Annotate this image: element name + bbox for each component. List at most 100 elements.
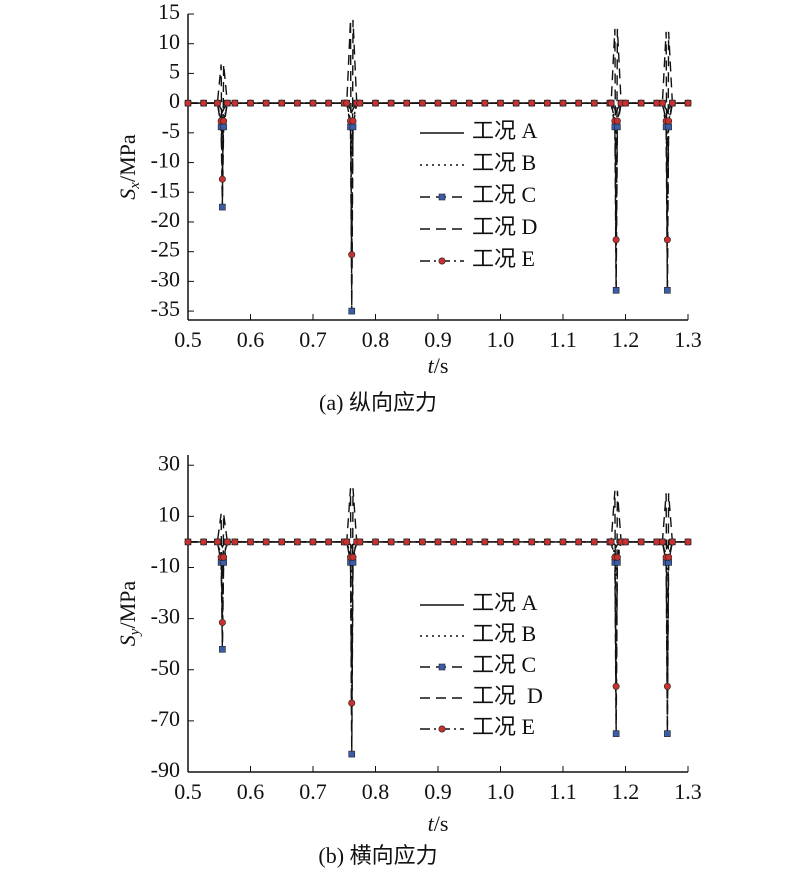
marker	[325, 99, 333, 107]
legend-marker	[438, 725, 446, 733]
x-axis-label: t/s	[428, 811, 449, 836]
marker	[356, 538, 364, 546]
series-line	[188, 541, 688, 755]
x-tick-label: 1.2	[612, 327, 640, 352]
x-label-unit: /s	[434, 811, 449, 836]
x-tick-label: 1.0	[487, 779, 515, 804]
marker	[607, 99, 615, 107]
legend-label: 工况 E	[472, 246, 535, 271]
y-tick-label: -10	[151, 553, 180, 578]
marker	[450, 538, 458, 546]
marker	[219, 203, 226, 211]
legend-label: 工况 C	[472, 182, 536, 207]
marker	[590, 538, 598, 546]
marker	[612, 286, 620, 294]
marker	[343, 538, 351, 546]
marker	[434, 538, 442, 546]
marker	[200, 99, 208, 107]
y-axis-label: Sy/MPa	[115, 581, 143, 647]
marker	[247, 538, 255, 546]
marker	[418, 538, 426, 546]
y-label-subscript: x	[127, 182, 143, 190]
x-tick-label: 0.5	[174, 327, 202, 352]
x-tick-label: 0.7	[299, 327, 327, 352]
marker	[612, 236, 620, 244]
marker	[278, 99, 286, 107]
marker	[387, 538, 395, 546]
legend-marker	[438, 193, 446, 201]
y-tick-label: -5	[162, 118, 180, 143]
marker	[371, 99, 379, 107]
marker	[293, 99, 301, 107]
x-tick-label: 0.6	[237, 327, 265, 352]
marker	[528, 538, 536, 546]
series-line	[188, 541, 688, 703]
marker	[658, 538, 666, 546]
legend-label: 工况 B	[472, 621, 536, 646]
legend-label: 工况 D	[472, 214, 537, 239]
series-line	[188, 19, 688, 306]
marker	[403, 99, 411, 107]
marker	[665, 123, 672, 131]
y-tick-label: -15	[151, 177, 180, 202]
marker	[219, 645, 226, 653]
marker	[349, 123, 357, 131]
legend-label: 工况 C	[472, 652, 536, 677]
marker	[371, 538, 379, 546]
x-tick-label: 0.8	[362, 327, 390, 352]
x-tick-label: 0.8	[362, 779, 390, 804]
marker	[612, 730, 620, 737]
y-tick-label: -10	[151, 148, 180, 173]
marker	[309, 538, 317, 546]
x-label-unit: /s	[434, 353, 449, 378]
marker	[614, 123, 621, 131]
marker	[621, 538, 629, 546]
x-tick-label: 1.1	[549, 779, 577, 804]
marker	[356, 99, 364, 107]
y-tick-label: -35	[151, 296, 180, 321]
x-label-symbol: t	[428, 811, 435, 836]
x-tick-label: 1.3	[674, 779, 702, 804]
marker	[668, 538, 676, 546]
marker	[403, 538, 411, 546]
x-tick-label: 1.2	[612, 779, 640, 804]
marker	[223, 99, 231, 107]
legend-label: 工况 D	[472, 683, 543, 708]
y-tick-label: -25	[151, 237, 180, 262]
marker	[665, 117, 673, 125]
x-tick-label: 0.9	[424, 327, 452, 352]
marker	[575, 99, 583, 107]
y-tick-label: 15	[158, 0, 180, 24]
x-tick-label: 0.9	[424, 779, 452, 804]
x-tick-label: 1.0	[487, 327, 515, 352]
marker	[496, 99, 504, 107]
marker	[220, 117, 228, 125]
marker	[231, 99, 239, 107]
marker	[218, 175, 226, 183]
marker	[621, 99, 629, 107]
marker	[213, 99, 221, 107]
marker	[496, 538, 504, 546]
marker	[481, 99, 489, 107]
marker	[637, 99, 645, 107]
y-tick-label: 30	[158, 450, 180, 475]
marker	[613, 553, 621, 561]
x-tick-label: 0.7	[299, 779, 327, 804]
marker	[278, 538, 286, 546]
legend-label: 工况 E	[472, 714, 535, 739]
marker	[590, 99, 598, 107]
marker	[663, 236, 671, 244]
marker	[348, 699, 356, 707]
marker	[418, 99, 426, 107]
marker	[684, 99, 692, 107]
marker	[684, 538, 692, 546]
marker	[607, 538, 615, 546]
marker	[465, 99, 473, 107]
marker	[668, 99, 676, 107]
marker	[343, 99, 351, 107]
x-tick-label: 0.5	[174, 779, 202, 804]
marker	[184, 99, 192, 107]
marker	[450, 99, 458, 107]
marker	[559, 538, 567, 546]
